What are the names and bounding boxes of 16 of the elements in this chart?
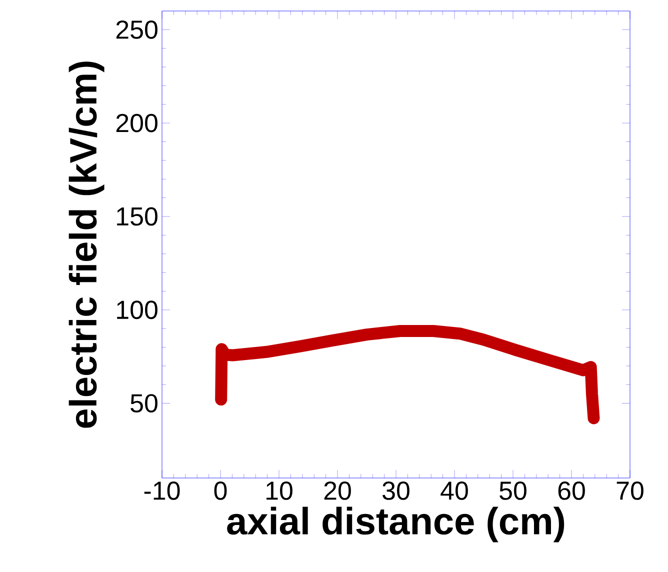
x-tick-label: 10 — [266, 482, 292, 500]
x-tick-label: 60 — [558, 482, 585, 500]
x-tick-label: 30 — [382, 482, 410, 500]
x-tick-label: 50 — [500, 482, 526, 500]
y-tick-label: 150 — [117, 207, 158, 226]
x-tick-label: 40 — [440, 482, 468, 500]
y-tick-label: 100 — [117, 300, 158, 320]
y-tick-label: 200 — [116, 114, 158, 132]
x-tick-label: -10 — [144, 482, 180, 500]
x-axis-title: axial distance (cm) — [227, 506, 564, 542]
x-tick-label: 20 — [324, 482, 351, 500]
y-axis-title: electric field (kV/cm) — [68, 62, 104, 428]
y-tick-label: 250 — [116, 20, 158, 39]
x-tick-label: 0 — [214, 482, 227, 500]
y-tick-label: 50 — [130, 394, 158, 412]
x-tick-label: 70 — [616, 482, 644, 500]
